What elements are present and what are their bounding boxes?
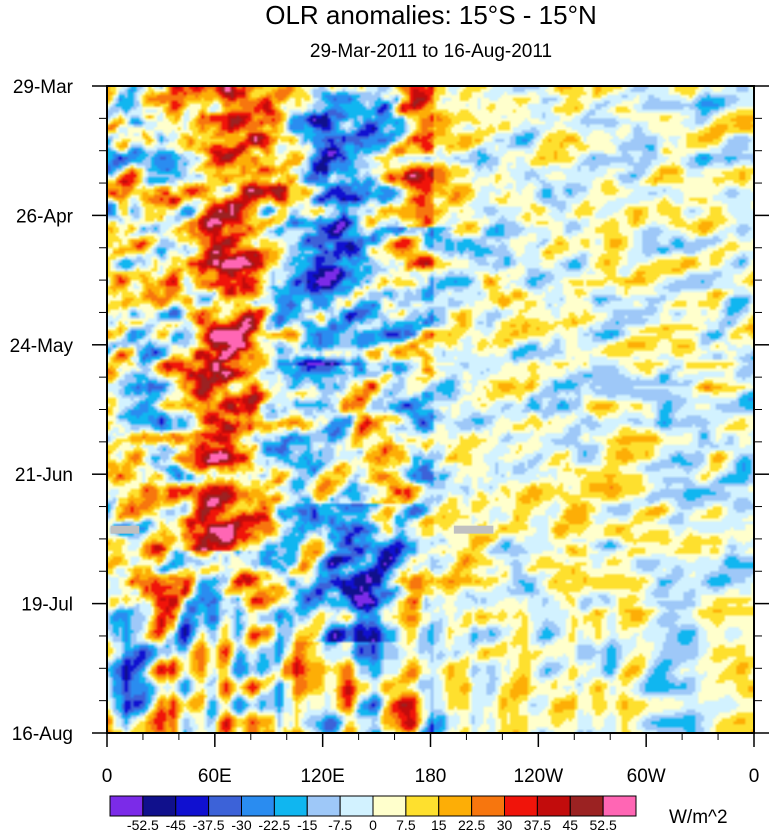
colorbar-level-label: -37.5 [193,817,225,833]
missing-data-bar [110,525,140,534]
colorbar-box [438,795,473,817]
colorbar-box [208,795,242,817]
y-tick-label: 16-Aug [12,724,73,745]
colorbar-box [536,795,571,817]
y-tick-label: 26-Apr [16,206,74,227]
colorbar-level-label: 0 [369,817,377,833]
colorbar-level-label: -45 [166,817,186,833]
colorbar-level-label: 52.5 [590,817,617,833]
colorbar-level-label: -15 [297,817,317,833]
colorbar-level-label: -22.5 [258,817,290,833]
x-tick-label: 0 [102,766,113,787]
anomaly-field [107,86,754,733]
x-tick-label: 120W [514,766,564,787]
colorbar-level-label: -30 [231,817,251,833]
x-tick-label: 0 [749,766,760,787]
x-tick-label: 60E [198,766,232,787]
colorbar-level-label: -52.5 [127,817,159,833]
x-tick-label: 180 [415,766,447,787]
colorbar-box [504,795,538,817]
colorbar-box [273,795,308,817]
colorbar-level-label: 22.5 [458,817,485,833]
y-tick-label: 19-Jul [21,595,73,616]
x-tick-label: 120E [300,766,344,787]
axis-ticks [92,85,769,747]
missing-data-bar [453,525,494,534]
colorbar-labels: -52.5 -45 -37.5 -30 -22.5 -15 -7.5 0 7.5 15 22.5 30… [127,817,617,833]
chart-subtitle: 29-Mar-2011 to 16-Aug-2011 [310,41,552,62]
y-axis-tick-labels: 29-Mar 26-Apr 24-May 21-Jun 19-Jul 16-Aug [10,77,74,745]
colorbar-units: W/m^2 [669,807,728,828]
colorbar-level-label: -7.5 [328,817,352,833]
x-tick-label: 60W [627,766,666,787]
colorbar-level-label: 37.5 [524,817,551,833]
missing-data-layer [110,525,494,534]
colorbar-level-label: 7.5 [396,817,416,833]
x-axis-tick-labels: 0 60E 120E 180 120W 60W 0 [102,766,760,787]
colorbar-level-label: 45 [562,817,578,833]
colorbar-box [339,795,374,817]
colorbar-box [241,795,275,817]
y-tick-label: 29-Mar [13,77,74,98]
colorbar-box [602,795,637,817]
colorbar-box [306,795,341,817]
y-tick-label: 21-Jun [15,465,73,486]
colorbar-box [175,795,210,817]
colorbar-level-label: 30 [497,817,513,833]
chart-title: OLR anomalies: 15°S - 15°N [265,0,597,30]
colorbar-box [142,795,177,817]
colorbar-box [569,795,604,817]
colorbar-box [471,795,505,817]
colorbar [109,795,637,817]
colorbar-box [109,795,144,817]
y-tick-label: 24-May [10,336,74,357]
plot-area: 0 60E 120E 180 120W 60W 0 29-Mar 26-Apr 24-May 21… [10,77,769,787]
colorbar-level-label: 15 [431,817,447,833]
colorbar-box [405,795,440,817]
colorbar-box [372,795,407,817]
